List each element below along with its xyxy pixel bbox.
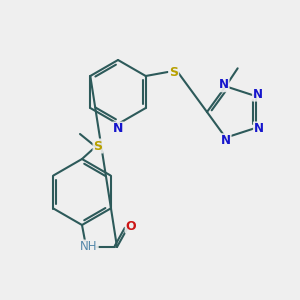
Text: O: O: [126, 220, 136, 232]
Text: NH: NH: [80, 241, 98, 254]
Text: S: S: [94, 140, 103, 152]
Text: N: N: [254, 122, 264, 135]
Text: S: S: [169, 65, 178, 79]
Text: N: N: [219, 78, 229, 91]
Text: N: N: [221, 134, 231, 147]
Text: N: N: [113, 122, 123, 136]
Text: N: N: [253, 88, 263, 100]
